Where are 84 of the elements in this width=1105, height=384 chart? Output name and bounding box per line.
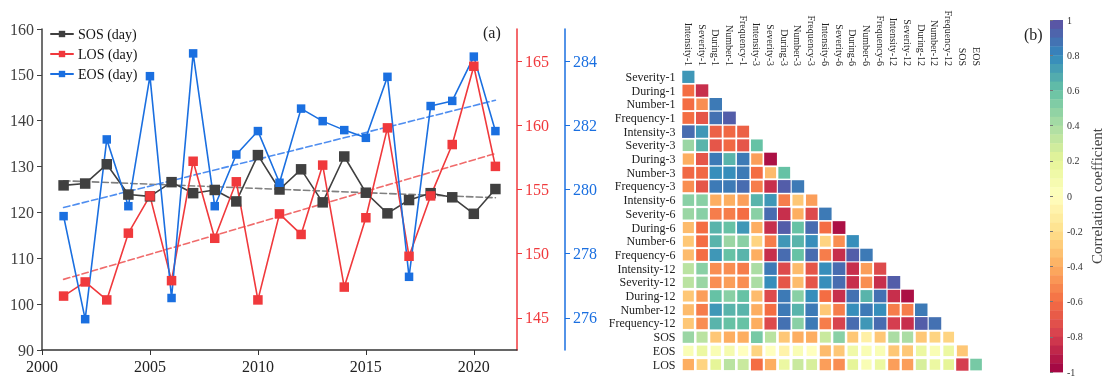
y-tick-label: During-3 [631, 152, 676, 167]
x-tick-label: Severity-12 [902, 19, 914, 66]
y-tick-label: LOS [652, 357, 676, 372]
y-tick-label: Severity-1 [625, 69, 676, 84]
y2-tick-label: 165 [525, 52, 549, 70]
x-tick-label: 2000 [26, 357, 58, 375]
x-tick-label: During-12 [915, 24, 927, 66]
color-bar-label: -0.6 [1067, 296, 1083, 308]
y-tick-label: During-1 [631, 83, 676, 98]
x-tick-label: Severity-1 [696, 24, 708, 66]
x-tick-label: SOS [956, 47, 968, 66]
y-tick-label: Intensity-6 [623, 193, 676, 208]
x-tick-label: Number-6 [860, 25, 872, 66]
color-bar-label: -0.4 [1067, 260, 1083, 272]
x-tick-label: Intensity-6 [819, 22, 831, 66]
x-tick-label: Number-1 [723, 25, 735, 66]
color-bar-title: Correlation coefficient [1088, 127, 1105, 264]
x-tick-label: Number-3 [792, 25, 804, 66]
y3-tick-label: 282 [573, 116, 597, 134]
y-tick-label: Frequency-12 [608, 316, 676, 331]
y3-tick-label: 284 [573, 52, 597, 70]
x-tick-label: Frequency-12 [943, 10, 955, 66]
x-tick-label: Severity-3 [765, 24, 777, 66]
color-bar-label: 1 [1067, 14, 1072, 26]
y2-tick-label: 150 [525, 245, 549, 263]
legend-label: SOS (day) [78, 26, 138, 43]
y-tick-label: Intensity-3 [623, 124, 676, 139]
y3-tick-label: 276 [573, 309, 597, 327]
x-tick-label: Intensity-1 [682, 22, 694, 66]
y3-tick-label: 280 [573, 181, 597, 198]
y-tick-label: 160 [10, 20, 34, 38]
x-tick-label: During-1 [710, 29, 722, 66]
x-tick-label: Number-12 [929, 20, 941, 66]
y3-tick-label: 278 [573, 245, 597, 263]
y-tick-label: Number-6 [626, 234, 676, 249]
y-tick-label: EOS [652, 343, 676, 358]
color-bar-label: -0.8 [1067, 331, 1083, 343]
y-tick-label: Intensity-12 [617, 261, 676, 276]
y2-tick-label: 145 [525, 309, 549, 327]
y-tick-label: Severity-12 [619, 275, 676, 290]
y-tick-label: Severity-3 [625, 138, 676, 153]
x-tick-label: Frequency-1 [737, 15, 749, 66]
y-tick-label: 120 [10, 203, 34, 221]
text: (b) [1024, 25, 1043, 44]
color-bar-label: -0.2 [1067, 225, 1083, 237]
x-tick-label: 2020 [457, 357, 490, 375]
color-bar-label: -1 [1067, 366, 1076, 378]
x-tick-label: During-6 [847, 29, 859, 66]
x-tick-label: 2015 [349, 357, 382, 375]
y-tick-label: Frequency-1 [614, 110, 676, 125]
y-tick-label: During-12 [625, 289, 676, 304]
y-tick-label: 140 [10, 112, 34, 130]
x-tick-label: Intensity-3 [751, 22, 763, 66]
x-tick-label: EOS [970, 47, 982, 66]
x-tick-label: Frequency-6 [874, 15, 886, 66]
y-tick-label: 150 [10, 66, 34, 84]
color-bar-label: 0.8 [1067, 49, 1080, 61]
x-tick-label: Frequency-3 [806, 15, 818, 66]
y-tick-label: SOS [653, 330, 676, 345]
y-tick-label: Number-3 [626, 165, 676, 180]
y-tick-label: Frequency-6 [614, 247, 676, 262]
y-tick-label: Number-1 [626, 97, 676, 112]
y-tick-label: Number-12 [620, 302, 676, 317]
y2-tick-label: 155 [525, 181, 549, 198]
legend-label: EOS (day) [78, 66, 138, 83]
color-bar-label: 0.6 [1067, 84, 1080, 96]
x-tick-label: During-3 [778, 29, 790, 66]
color-bar-label: 0 [1067, 190, 1072, 202]
x-tick-label: Intensity-12 [888, 17, 900, 66]
y-tick-label: Frequency-3 [614, 179, 676, 194]
y-tick-label: 110 [10, 249, 34, 267]
y-tick-label: 130 [10, 158, 34, 176]
color-bar-label: 0.2 [1067, 155, 1080, 167]
y2-tick-label: 160 [525, 116, 549, 134]
y-tick-label: 90 [18, 341, 34, 359]
x-tick-label: 2010 [241, 357, 274, 375]
y-tick-label: Severity-6 [625, 206, 676, 221]
annotation: (a) [483, 23, 501, 42]
x-tick-label: 2005 [133, 357, 166, 375]
legend-label: LOS (day) [78, 46, 138, 63]
color-bar-label: 0.4 [1067, 120, 1080, 132]
y-tick-label: 100 [10, 295, 34, 313]
y-tick-label: During-6 [631, 220, 676, 235]
x-tick-label: Severity-6 [833, 24, 845, 66]
